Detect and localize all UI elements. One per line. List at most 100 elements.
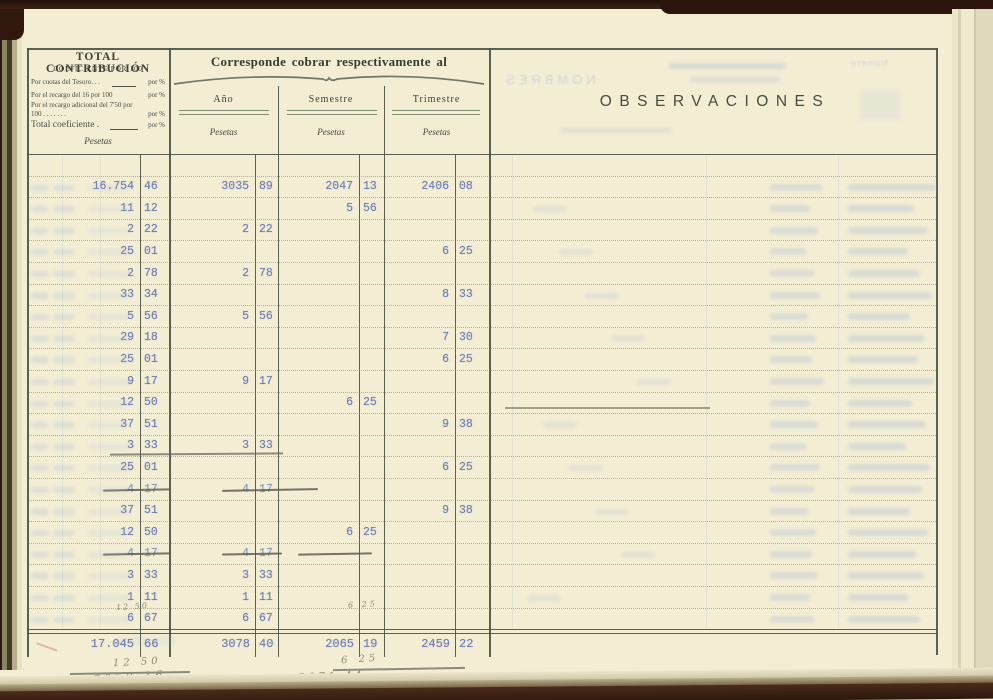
bleedthrough-smudge [848,615,920,623]
bleedthrough-smudge [770,270,814,277]
bleedthrough-smudge [31,465,49,472]
fill-line [109,122,138,130]
cell-sem-cents: 25 [363,525,377,539]
cell-total: 2 [127,266,134,280]
cents-divider-trimestre [455,154,457,657]
rule-under-semestre [287,110,377,115]
bleedthrough-smudge [770,442,806,450]
bleedthrough-smudge [31,400,49,407]
bleedthrough-smudge [53,508,75,515]
col-border-ano-semestre [278,86,280,657]
cell-sem: 5 [346,201,353,215]
row-separator [27,326,938,328]
trimestre-pesetas-unit: Pesetas [422,127,451,137]
bleedthrough-smudge [31,422,49,429]
cell-ano-cents: 17 [259,374,273,388]
cell-total: 1 [127,590,134,604]
cell-ano-cents: 22 [259,223,273,237]
row-separator [27,499,938,501]
cell-total: 11 [120,201,134,215]
bleedthrough-smudge [848,356,918,364]
bleedthrough-smudge [88,379,130,385]
cell-total-cents: 18 [144,331,158,345]
bleedthrough-smudge [770,183,822,191]
cents-divider-ano [255,154,257,657]
bleedthrough-smudge [848,205,914,213]
total-contribucion-title: TOTAL CONTRIBUCIÓN [45,51,150,75]
bleedthrough-smudge [31,249,49,256]
cell-total: 29 [120,331,134,345]
totals-cell-ano: 3078 [221,637,250,651]
cell-ano: 1 [242,590,249,604]
bleedthrough-smudge [848,572,924,580]
row-separator [27,413,938,415]
cell-total: 5 [127,309,134,323]
cell-ano: 3 [242,568,249,582]
cell-total: 25 [120,244,134,258]
row-separator [27,305,938,307]
table-top-border [27,48,938,50]
bleedthrough-smudge [770,529,816,537]
col-label-ano: Año [213,94,234,105]
bleedthrough-smudge [88,400,130,407]
coeficiente-subtitle: COEFICIENTE POR 100 [53,64,143,73]
cell-total-cents: 50 [144,396,158,410]
bleedthrough-smudge [559,249,593,256]
bleedthrough-smudge [770,421,818,429]
cell-total: 3 [127,439,134,453]
bleedthrough-smudge [31,487,49,493]
bleedthrough-smudge [31,443,49,450]
left-pesetas-unit: Pesetas [84,136,112,146]
cell-total-cents: 01 [144,352,158,366]
rule-under-trimestre [392,110,480,115]
col-border-total-ano [169,48,171,657]
cell-tri-cents: 25 [459,244,473,258]
bleedthrough-smudge [848,399,912,407]
cell-ano: 2 [242,223,249,237]
row-separator [27,478,938,479]
bleedthrough-smudge [560,128,672,133]
cell-total: 25 [120,352,134,366]
row-separator [27,434,938,436]
bleedthrough-smudge [770,550,812,558]
coef-line-label: Por cuotas del Tesoro. . . [31,78,100,86]
cell-total-cents: 12 [144,201,158,215]
cell-total-cents: 17 [144,374,158,388]
cents-divider-semestre [359,154,361,657]
bleedthrough-smudge [690,77,780,82]
bleedthrough-smudge [31,595,49,601]
bleedthrough-smudge [88,465,130,472]
bleedthrough-smudge [53,443,75,450]
cell-ano: 2 [242,266,249,280]
cell-total: 37 [120,417,134,431]
bleedthrough-smudge [770,507,808,515]
pencil-line-observaciones [505,407,710,409]
bleedthrough-smudge [88,508,130,515]
cell-total: 12 [120,396,134,410]
bleedthrough-smudge [53,595,75,601]
bleedthrough-smudge [848,183,936,191]
col-border-semestre-trimestre [384,86,386,657]
cell-tri: 6 [442,460,449,474]
cell-total-cents: 11 [144,590,158,604]
cell-sem: 6 [346,396,353,410]
col-label-trimestre: Trimestre [412,94,461,105]
bleedthrough-smudge [31,379,49,385]
bleedthrough-smudge [88,443,130,450]
bleedthrough-smudge [31,551,49,558]
bleedthrough-smudge [848,529,928,537]
bleedthrough-smudge [848,421,926,429]
cell-total: 33 [120,288,134,302]
cell-ano-cents: 33 [259,439,273,453]
cell-tri: 9 [442,504,449,518]
bleedthrough-smudge [848,270,920,277]
row-separator [27,370,938,371]
cell-tri: 2406 [421,180,449,194]
cell-ano-cents: 89 [259,180,273,194]
bleedthrough-smudge [53,530,75,537]
cell-total: 16.754 [92,180,134,194]
bleedthrough-smudge [770,594,810,601]
bleedthrough-smudge [115,637,175,645]
bleedthrough-smudge [31,508,49,515]
